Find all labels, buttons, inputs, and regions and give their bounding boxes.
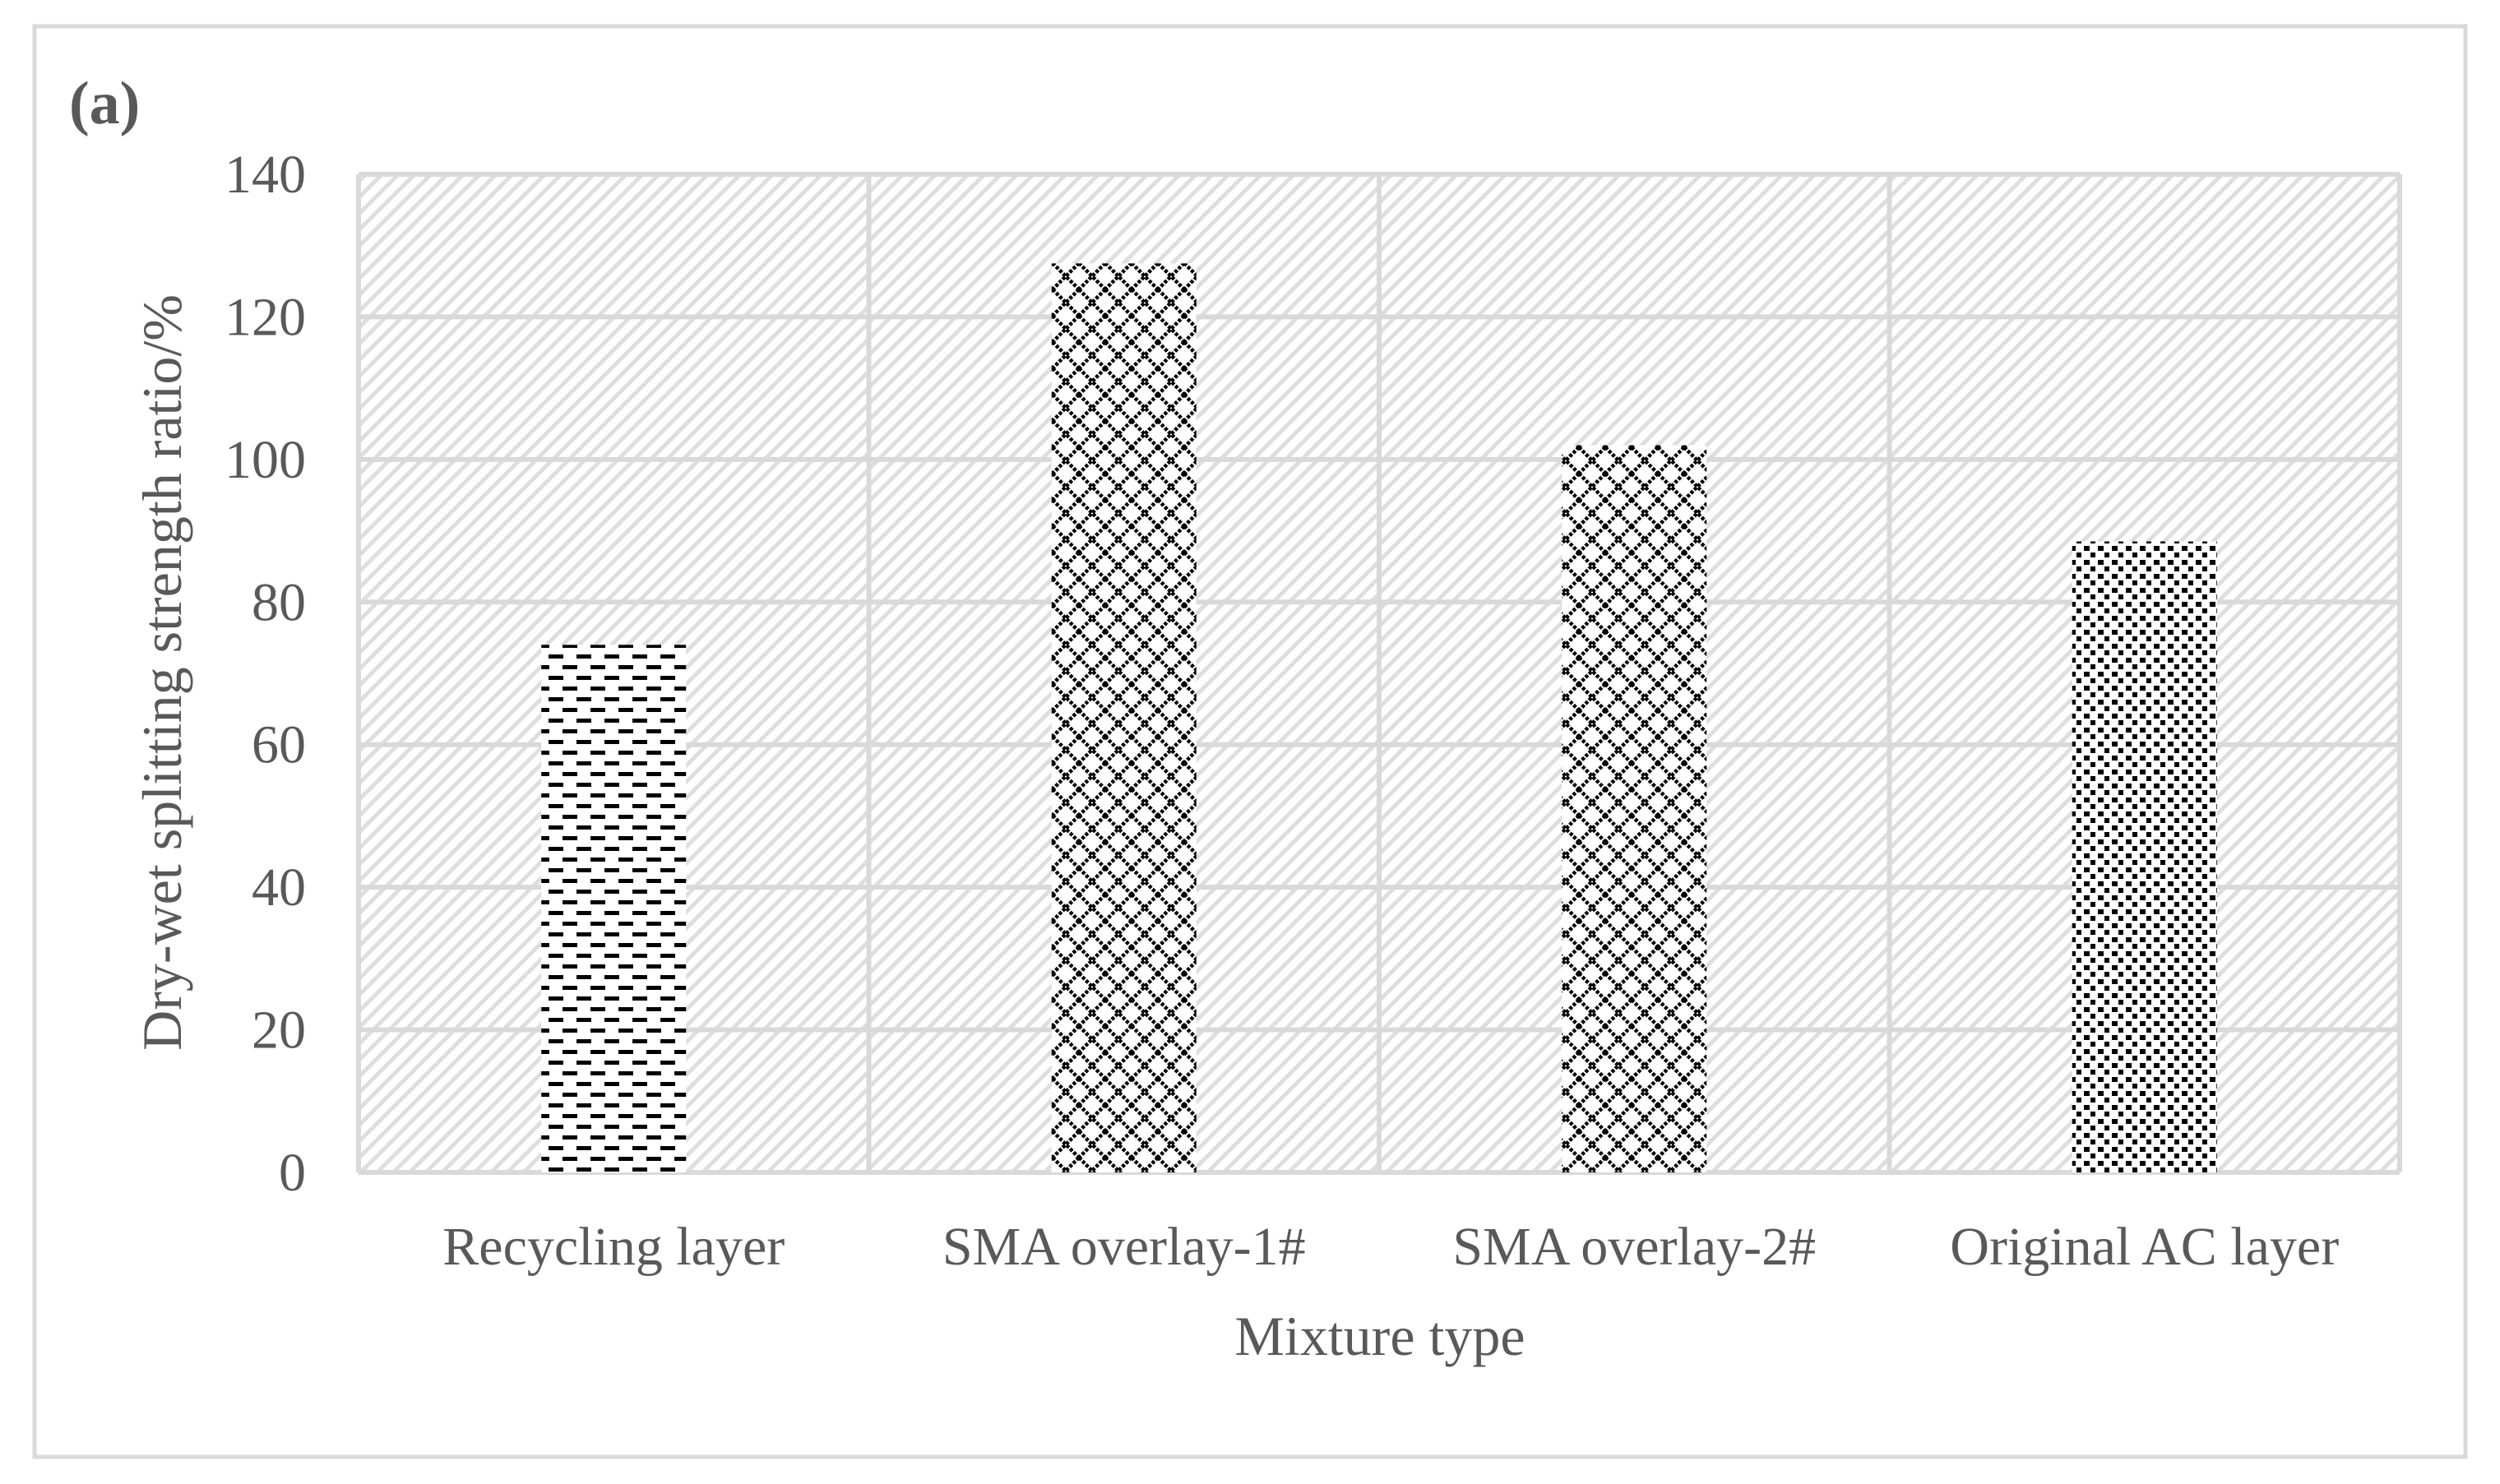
y-tick-label: 100 (225, 430, 306, 490)
x-tick-label: SMA overlay-1# (942, 1217, 1306, 1277)
x-tick-label: SMA overlay-2# (1452, 1217, 1816, 1277)
x-axis-ticks: Recycling layer SMA overlay-1# SMA overlay… (442, 1217, 2339, 1277)
gridlines (356, 172, 2402, 1175)
bars (541, 263, 2217, 1173)
x-tick-label: Recycling layer (442, 1217, 785, 1277)
bar (541, 645, 687, 1172)
y-tick-label: 0 (279, 1143, 306, 1203)
panel-label: (a) (69, 70, 140, 137)
x-axis-label: Mixture type (1234, 1305, 1525, 1367)
y-tick-label: 60 (252, 715, 306, 775)
bar (1562, 445, 1707, 1172)
bar (2072, 541, 2217, 1172)
y-tick-label: 20 (252, 1001, 306, 1061)
y-tick-label: 120 (225, 287, 306, 347)
bar (1051, 263, 1197, 1173)
y-axis-ticks: 0 20 40 60 80 100 120 140 (225, 145, 306, 1203)
y-tick-label: 140 (225, 145, 306, 205)
y-axis-label: Dry-wet splitting strength ratio/% (131, 294, 193, 1051)
y-tick-label: 40 (252, 858, 306, 918)
y-tick-label: 80 (252, 572, 306, 632)
x-tick-label: Original AC layer (1950, 1217, 2339, 1277)
